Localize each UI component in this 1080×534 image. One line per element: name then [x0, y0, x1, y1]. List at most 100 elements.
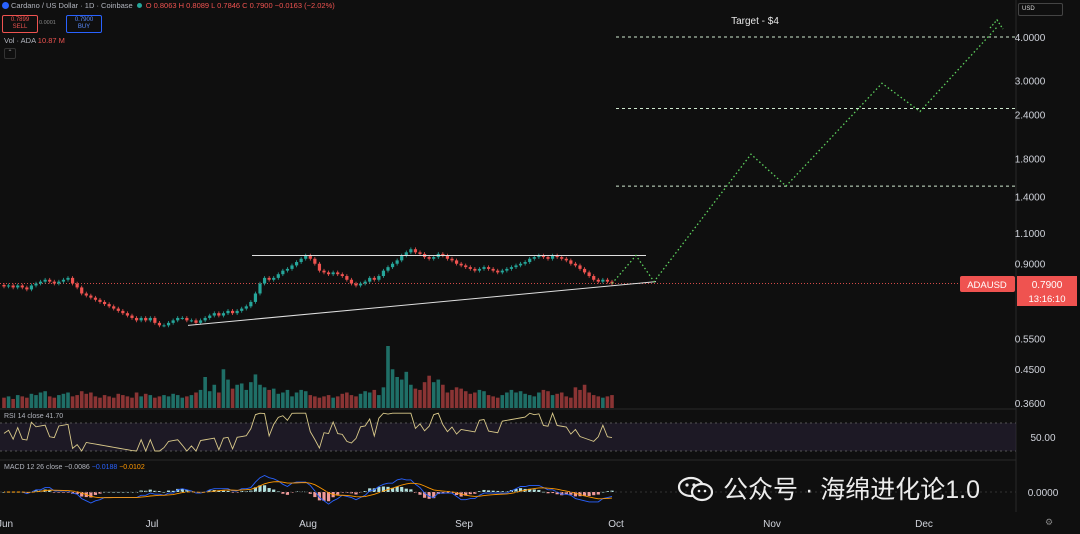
macd-histogram-bar: [491, 490, 495, 492]
support-trendline: [187, 281, 657, 326]
symbol-title[interactable]: Cardano / US Dollar · 1D · Coinbase: [11, 1, 133, 10]
candle-body: [605, 279, 610, 282]
macd-histogram-bar: [52, 492, 56, 493]
volume-bar: [143, 393, 148, 408]
candle-body: [212, 313, 216, 316]
candle-body: [432, 257, 436, 259]
macd-histogram-bar: [208, 490, 212, 492]
candle-body: [354, 283, 358, 286]
sell-button[interactable]: 0.7899 SELL: [2, 15, 38, 33]
volume-bar: [345, 392, 349, 408]
volume-bar: [249, 382, 253, 408]
volume-bar: [157, 396, 162, 408]
price-tag: ADAUSD 0.7900 13:16:10: [960, 276, 1077, 306]
volume-bar: [313, 396, 317, 408]
buy-button[interactable]: 0.7900 BUY: [66, 15, 102, 33]
currency-select[interactable]: USD: [1018, 3, 1063, 16]
candle-body: [358, 283, 363, 286]
candle-body: [454, 260, 459, 264]
candle-body: [368, 277, 372, 282]
volume-bar: [445, 392, 450, 408]
volume-bar: [79, 391, 84, 408]
volume-bar: [537, 392, 541, 408]
candle-body: [409, 249, 413, 253]
volume-bar: [395, 377, 399, 408]
candle-body: [125, 313, 130, 316]
candle-body: [2, 284, 6, 287]
volume-bar: [541, 389, 546, 408]
price-tag-price: 0.7900: [1032, 280, 1063, 291]
macd-histogram-bar: [555, 492, 559, 495]
candle-body: [509, 267, 514, 269]
candle-body: [148, 317, 152, 321]
candle-body: [372, 277, 376, 280]
volume-bar: [43, 391, 47, 408]
volume-bar: [441, 384, 445, 408]
volume-bar: [258, 384, 262, 408]
candle-body: [262, 277, 267, 284]
projection-arrow-icon: [989, 18, 1004, 30]
candle-body: [217, 313, 221, 316]
candle-body: [331, 272, 335, 275]
volume-bar: [75, 395, 79, 408]
candle-body: [34, 283, 38, 286]
candle-body: [596, 279, 600, 282]
volume-bar: [271, 388, 276, 408]
volume-legend[interactable]: Vol · ADA 10.87 M: [4, 36, 65, 45]
volume-bar: [25, 397, 29, 408]
y-tick-label: 1.4000: [1015, 193, 1046, 204]
macd-histogram-bar: [258, 485, 262, 492]
candle-body: [75, 283, 79, 288]
candle-body: [102, 301, 107, 305]
candle-body: [285, 268, 290, 271]
candle-body: [226, 310, 230, 314]
candle-body: [459, 263, 463, 266]
macd-histogram-bar: [486, 490, 491, 492]
macd-histogram-bar: [80, 492, 84, 497]
candle-body: [390, 263, 395, 268]
candle-body: [546, 257, 550, 259]
settings-gear-icon[interactable]: ⚙: [1045, 517, 1054, 527]
x-tick-label: Aug: [299, 519, 317, 530]
candle-body: [144, 317, 148, 321]
volume-bar: [550, 395, 555, 408]
rsi-legend[interactable]: RSI 14 close 41.70: [4, 413, 64, 420]
candle-body: [578, 265, 582, 269]
macd-histogram-bar: [276, 491, 280, 493]
volume-bar: [495, 397, 500, 408]
candle-body: [48, 279, 52, 282]
macd-histogram-bar: [496, 490, 500, 492]
candle-body: [381, 270, 386, 277]
candle-body: [304, 255, 308, 259]
candle-body: [518, 263, 523, 266]
volume-bar: [148, 395, 153, 408]
macd-histogram-bar: [610, 490, 614, 492]
volume-bar: [399, 379, 404, 408]
macd-histogram-bar: [221, 490, 226, 492]
candle-body: [294, 262, 299, 266]
rsi-line: [3, 411, 613, 453]
volume-bar: [354, 396, 358, 408]
macd-histogram-bar: [75, 492, 79, 495]
macd-histogram-bar: [139, 490, 143, 492]
macd-histogram-bar: [482, 489, 486, 492]
macd-histogram-bar: [477, 491, 482, 492]
candle-body: [25, 287, 29, 290]
collapse-legend-icon[interactable]: ⌃: [4, 48, 16, 59]
macd-histogram-bar: [112, 491, 116, 493]
candle-body: [244, 306, 248, 309]
candle-body: [66, 277, 70, 280]
candle-body: [112, 306, 116, 309]
volume-bar: [29, 393, 34, 408]
y-tick-label: 0.3600: [1015, 399, 1046, 410]
candle-body: [541, 255, 546, 258]
macd-histogram-bar: [454, 492, 459, 495]
candle-body: [560, 257, 564, 259]
volume-bar: [601, 397, 605, 408]
y-tick-label: 0.4500: [1015, 365, 1046, 376]
volume-bar: [239, 383, 244, 408]
volume-bar: [57, 395, 61, 408]
volume-bar: [262, 387, 267, 408]
macd-legend[interactable]: MACD 12 26 close −0.0086 −0.0188 −0.0102: [4, 464, 145, 471]
